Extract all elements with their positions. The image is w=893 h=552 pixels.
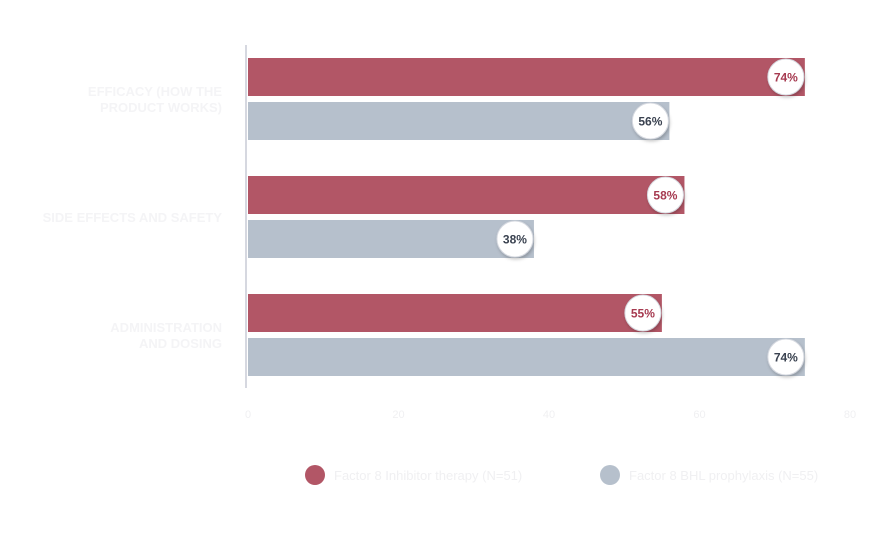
value-labels: 74% 56% 58% 38% 55% 74% [496, 58, 805, 376]
x-axis-ticks: 0 20 40 60 80 [245, 409, 856, 421]
legend-label-series-1: Factor 8 Inhibitor therapy (N=51) [334, 467, 523, 483]
value-bubble [767, 58, 805, 96]
bar-series-1-cat-2[interactable] [248, 176, 685, 214]
x-tick-label: 0 [245, 409, 251, 421]
value-bubble [767, 338, 805, 376]
bars-layer [248, 58, 805, 376]
value-bubble [631, 102, 669, 140]
bar-series-2-cat-2[interactable] [248, 220, 534, 258]
value-label-series-2-cat-3: 74% [774, 351, 798, 365]
category-label-line: SIDE EFFECTS AND SAFETY [43, 210, 223, 225]
value-label-series-1-cat-2: 58% [653, 189, 677, 203]
value-bubble [496, 220, 534, 258]
x-tick-label: 40 [543, 409, 555, 421]
value-bubble [646, 176, 684, 214]
category-label-line: ADMINISTRATION [110, 320, 222, 335]
value-bubble [624, 294, 662, 332]
bar-series-1-cat-1[interactable] [248, 58, 805, 96]
category-label-line: PRODUCT WORKS) [100, 100, 222, 115]
legend-swatch-series-1 [305, 465, 325, 485]
value-label-series-2-cat-2: 38% [503, 233, 527, 247]
value-label-series-2-cat-1: 56% [638, 115, 662, 129]
bar-series-2-cat-3[interactable] [248, 338, 805, 376]
legend-item-series-1[interactable]: Factor 8 Inhibitor therapy (N=51) [305, 462, 522, 488]
legend-label-series-2: Factor 8 BHL prophylaxis (N=55) [629, 467, 819, 483]
legend-swatch-series-2 [600, 465, 620, 485]
category-label-line: AND DOSING [139, 336, 222, 351]
category-label-1: EFFICACY (HOW THE PRODUCT WORKS) [88, 84, 222, 115]
legend-item-series-2[interactable]: Factor 8 BHL prophylaxis (N=55) [600, 462, 818, 488]
x-tick-label: 20 [392, 409, 404, 421]
legend: Factor 8 Inhibitor therapy (N=51) Factor… [0, 462, 893, 492]
bar-series-1-cat-3[interactable] [248, 294, 662, 332]
x-tick-label: 60 [693, 409, 705, 421]
bar-series-2-cat-1[interactable] [248, 102, 670, 140]
x-tick-label: 80 [844, 409, 856, 421]
category-label-line: EFFICACY (HOW THE [88, 84, 222, 99]
value-label-series-1-cat-3: 55% [631, 307, 655, 321]
category-label-2: SIDE EFFECTS AND SAFETY [43, 210, 223, 225]
category-label-3: ADMINISTRATION AND DOSING [110, 320, 222, 351]
category-labels: EFFICACY (HOW THE PRODUCT WORKS) SIDE EFFE… [43, 84, 223, 351]
value-label-series-1-cat-1: 74% [774, 71, 798, 85]
